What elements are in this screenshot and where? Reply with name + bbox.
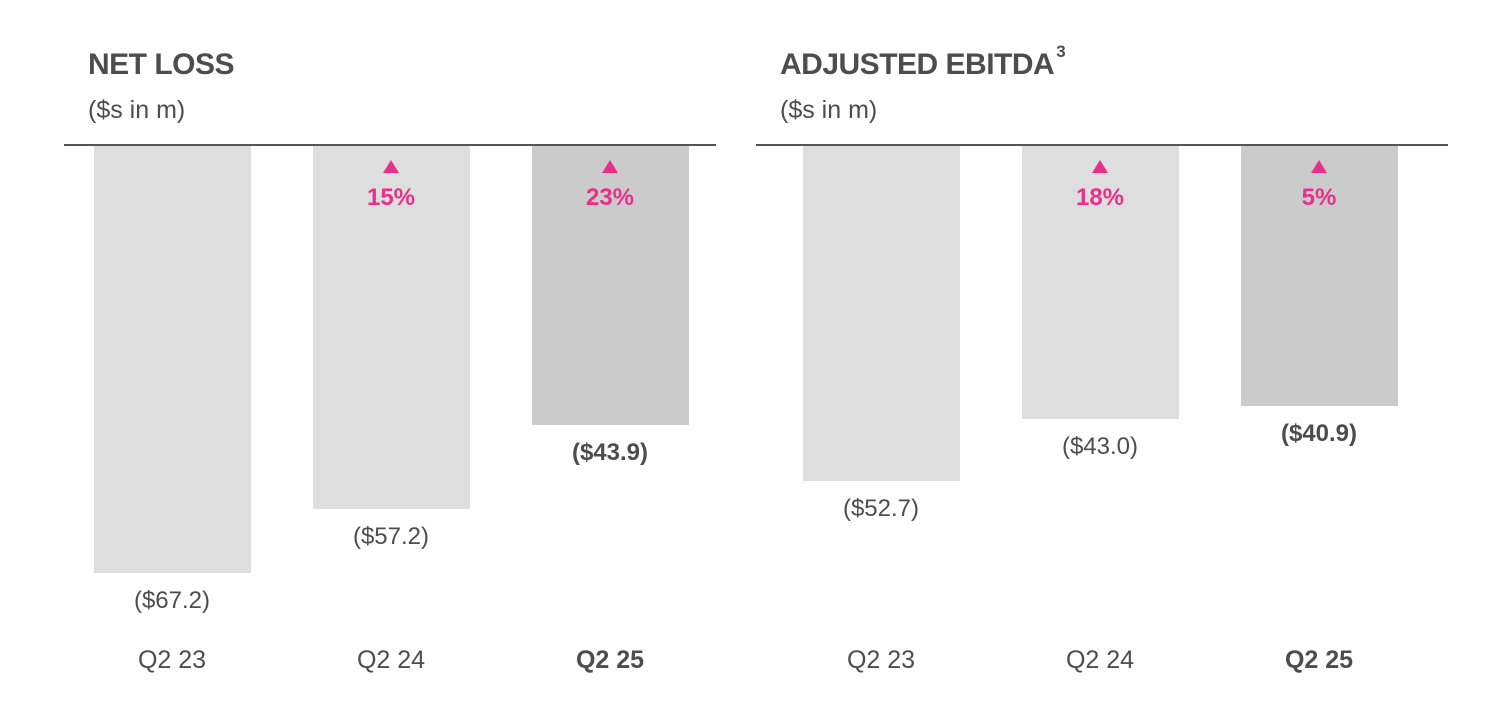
adjusted-ebitda-bar xyxy=(802,146,960,481)
adjusted-ebitda-bar xyxy=(1021,146,1179,420)
net-loss-bar xyxy=(312,146,470,510)
adjusted-ebitda-title-footnote: 3 xyxy=(1056,42,1066,61)
net-loss-category-label: Q2 23 xyxy=(137,646,207,674)
adjusted-ebitda-category-label: Q2 24 xyxy=(1065,646,1135,674)
net-loss-bar xyxy=(93,146,251,573)
net-loss-value-label: ($67.2) xyxy=(133,586,211,614)
net-loss-units: ($s in m) xyxy=(88,96,186,124)
up-triangle-icon xyxy=(1311,160,1327,173)
adjusted-ebitda-change-label: 18% xyxy=(1075,184,1125,211)
net-loss-change-label: 23% xyxy=(585,184,635,211)
net-loss-bar xyxy=(531,146,689,425)
adjusted-ebitda-baseline xyxy=(756,144,1448,146)
adjusted-ebitda-units: ($s in m) xyxy=(780,96,878,124)
adjusted-ebitda-value-label: ($40.9) xyxy=(1280,419,1358,447)
net-loss-change-label: 15% xyxy=(366,184,416,211)
net-loss-value-label: ($43.9) xyxy=(571,438,649,466)
net-loss-category-label: Q2 24 xyxy=(356,646,426,674)
adjusted-ebitda-category-label: Q2 23 xyxy=(846,646,916,674)
up-triangle-icon xyxy=(383,160,399,173)
net-loss-title: NET LOSS xyxy=(88,48,235,81)
adjusted-ebitda-panel: ADJUSTED EBITDA 3 ($s in m) ($52.7) Q2 23 1… xyxy=(756,0,1448,722)
adjusted-ebitda-bar xyxy=(1240,146,1398,406)
adjusted-ebitda-title: ADJUSTED EBITDA 3 xyxy=(780,42,1066,81)
net-loss-panel: NET LOSS ($s in m) ($67.2) Q2 23 15% ($57.2… xyxy=(64,0,716,722)
up-triangle-icon xyxy=(1092,160,1108,173)
net-loss-baseline xyxy=(64,144,716,146)
adjusted-ebitda-value-label: ($43.0) xyxy=(1061,433,1139,461)
net-loss-value-label: ($57.2) xyxy=(352,523,430,551)
adjusted-ebitda-value-label: ($52.7) xyxy=(842,494,920,522)
up-triangle-icon xyxy=(602,160,618,173)
adjusted-ebitda-change-label: 5% xyxy=(1301,184,1337,211)
net-loss-category-label: Q2 25 xyxy=(575,646,645,674)
adjusted-ebitda-category-label: Q2 25 xyxy=(1284,646,1354,674)
